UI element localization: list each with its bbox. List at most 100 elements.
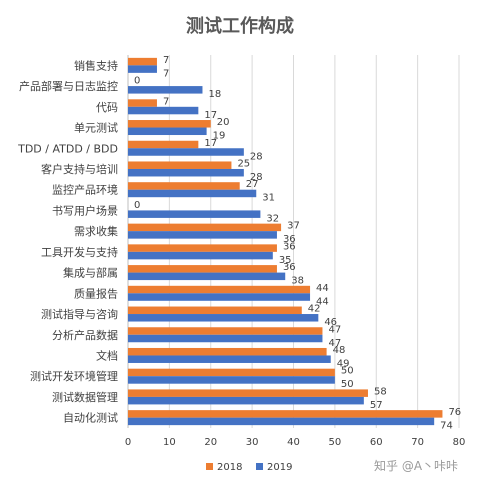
bar-2018 [128,182,240,190]
x-tick-label: 80 [453,437,466,448]
x-tick-label: 30 [246,437,259,448]
category-label: 工具开发与支持 [41,245,118,259]
category-label: 分析产品数据 [52,328,118,342]
value-label-2019: 18 [208,89,221,100]
bar-2019 [128,334,323,343]
bar-2019 [128,127,207,136]
bar-2019 [128,106,199,115]
category-label: 集成与部属 [63,266,118,280]
value-label-2019: 50 [341,379,354,390]
value-label-2018: 36 [283,262,296,273]
bar-2018 [128,285,311,294]
value-label-2018: 76 [448,407,461,418]
value-label-2019: 35 [279,255,292,266]
bar-2018 [128,140,199,149]
value-label-2019: 74 [440,421,453,432]
bars [128,57,443,426]
watermark: 知乎 @A丶咔咔 [374,459,458,473]
category-label: 产品部署与日志监控 [19,79,118,93]
bar-2018 [128,347,327,356]
x-tick-label: 0 [125,437,131,448]
bar-2019 [128,376,335,384]
bar-2019 [128,231,277,239]
bar-2018 [128,161,232,169]
bar-2018 [128,265,277,273]
bar-2019 [128,210,261,218]
legend-label-2019: 2019 [267,462,292,473]
bar-2018 [128,410,443,418]
legend: 2018 2019 [206,462,292,473]
bar-2018 [128,244,277,252]
value-label-2018: 37 [287,221,300,232]
category-label: TDD / ATDD / BDD [17,142,118,155]
value-label-2018: 20 [217,117,230,128]
bar-2019 [128,65,157,73]
value-label-2018: 50 [341,366,354,377]
category-label: 自动化测试 [63,411,118,425]
x-tick-label: 20 [204,437,217,448]
value-label-2018: 36 [283,241,296,252]
labels: 0 10 20 30 40 50 60 70 80 销售支持 7 7 产品部署与日志监控 0 18 代码 7 17… [17,55,465,448]
bar-2019 [128,189,257,198]
bar-2019 [128,293,311,301]
bar-2018 [128,368,335,377]
bar-2019 [128,168,244,177]
chart-title: 测试工作构成 [186,15,294,37]
value-label-2018: 7 [163,55,169,66]
bar-2018 [128,223,282,232]
value-label-2019: 47 [328,338,341,349]
value-label-2018: 58 [374,386,387,397]
value-label-2019: 28 [250,172,263,183]
bar-2018 [128,120,211,128]
bar-2019 [128,417,435,426]
category-label: 客户支持与培训 [41,162,118,176]
value-label-2019: 31 [262,193,275,204]
value-label-2019: 7 [163,68,169,79]
bar-2019 [128,396,364,405]
bar-2019 [128,251,273,260]
category-label: 监控产品环境 [52,183,118,197]
value-label-2019: 28 [250,151,263,162]
grid-lines [127,55,460,428]
value-label-2019: 49 [337,358,350,369]
category-label: 代码 [96,101,118,114]
category-label: 销售支持 [74,58,118,72]
value-label-2018: 25 [237,158,250,169]
category-label: 测试数据管理 [52,390,118,404]
value-label-2019: 19 [213,131,226,142]
x-tick-label: 50 [329,437,342,448]
value-label-2019: 36 [283,234,296,245]
value-label-2018: 0 [134,200,140,211]
value-label-2018: 47 [328,324,341,335]
value-label-2019: 44 [316,296,329,307]
bar-2019 [128,148,244,156]
value-label-2019: 38 [291,276,304,287]
bar-2018 [128,99,157,107]
value-label-2018: 48 [333,345,346,356]
value-label-2018: 17 [204,138,217,149]
category-label: 测试指导与咨询 [41,307,118,321]
value-label-2018: 27 [246,179,259,190]
bar-2018 [128,327,323,335]
value-label-2019: 57 [370,400,383,411]
category-label: 书写用户场景 [52,203,118,217]
value-label-2019: 46 [324,317,337,328]
bar-2018 [128,57,157,66]
value-label-2018: 42 [308,304,321,315]
category-label: 测试开发环境管理 [30,369,118,383]
bar-2019 [128,272,286,281]
value-label-2018: 0 [134,76,140,87]
value-label-2019: 17 [204,110,217,121]
category-label: 单元测试 [74,122,118,135]
x-tick-label: 70 [411,437,424,448]
x-tick-label: 10 [163,437,176,448]
legend-label-2018: 2018 [217,462,242,473]
category-label: 需求收集 [74,224,118,238]
legend-swatch-2019 [256,463,263,470]
value-label-2018: 44 [316,283,329,294]
bar-2018 [128,389,368,397]
value-label-2019: 32 [266,213,279,224]
x-tick-label: 60 [370,437,383,448]
